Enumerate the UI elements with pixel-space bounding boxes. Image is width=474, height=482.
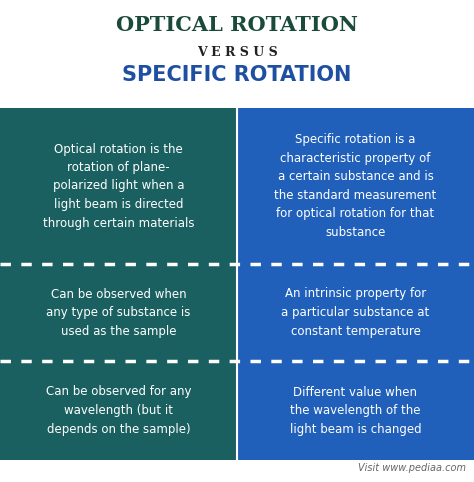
Bar [0, 108, 237, 264]
Bar [237, 361, 474, 460]
Text: SPECIFIC ROTATION: SPECIFIC ROTATION [122, 65, 352, 85]
Text: OPTICAL ROTATION: OPTICAL ROTATION [116, 15, 358, 35]
Bar [237, 264, 474, 361]
Text: Specific rotation is a
characteristic property of
a certain substance and is
the: Specific rotation is a characteristic pr… [274, 133, 437, 239]
Text: Can be observed when
any type of substance is
used as the sample: Can be observed when any type of substan… [46, 287, 191, 337]
Bar [0, 361, 237, 460]
Text: An intrinsic property for
a particular substance at
constant temperature: An intrinsic property for a particular s… [282, 287, 429, 337]
Text: Optical rotation is the
rotation of plane-
polarized light when a
light beam is : Optical rotation is the rotation of plan… [43, 143, 194, 229]
Text: Different value when
the wavelength of the
light beam is changed: Different value when the wavelength of t… [290, 386, 421, 436]
Text: Can be observed for any
wavelength (but it
depends on the sample): Can be observed for any wavelength (but … [46, 386, 191, 436]
Text: Visit www.pediaa.com: Visit www.pediaa.com [358, 463, 466, 473]
Bar [0, 264, 237, 361]
Text: V E R S U S: V E R S U S [197, 46, 277, 59]
Bar [237, 108, 474, 264]
